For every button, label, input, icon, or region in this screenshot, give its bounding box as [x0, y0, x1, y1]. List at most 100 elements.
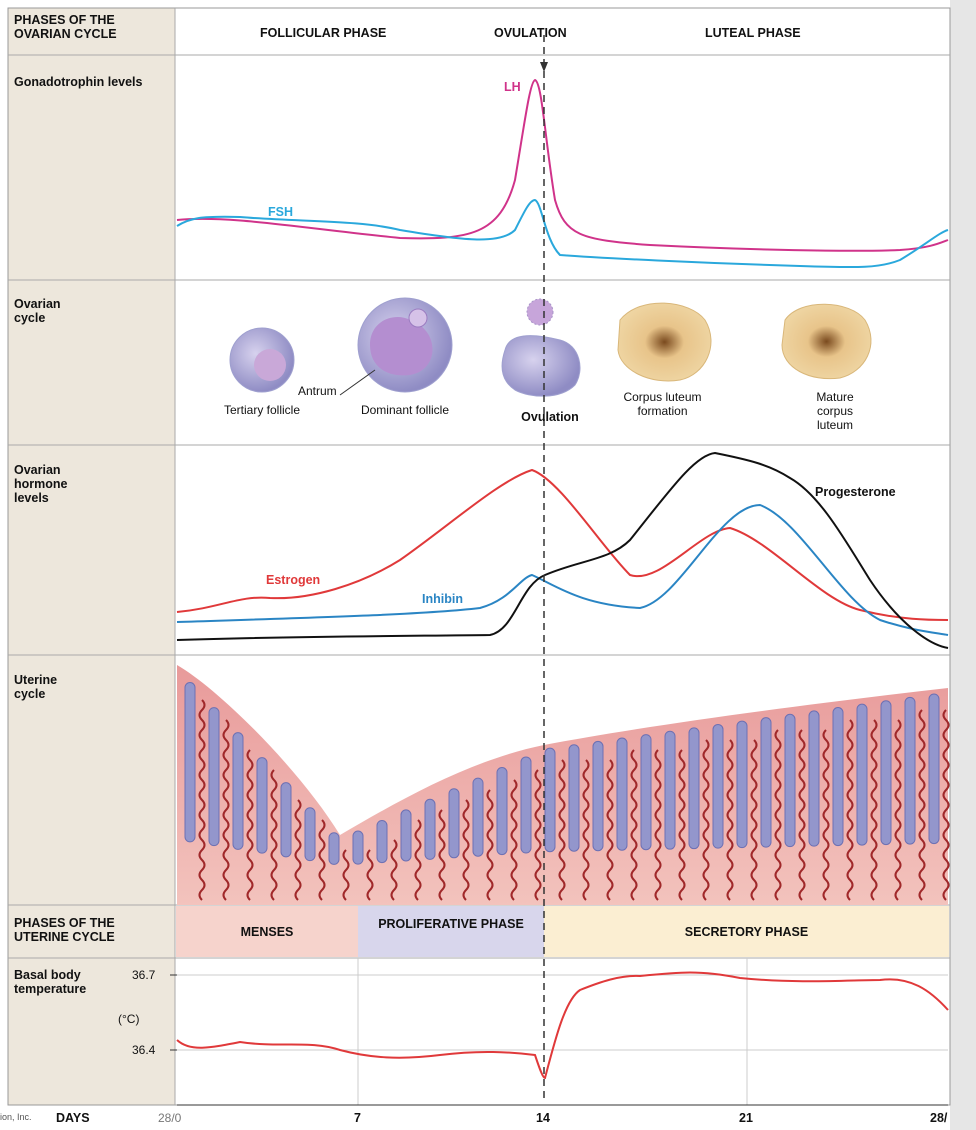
corpus-luteum-forming [617, 302, 712, 382]
progesterone-curve [176, 451, 949, 649]
spiral-artery [366, 849, 374, 901]
days-label: DAYS [56, 1111, 90, 1125]
secretory-band [544, 906, 949, 957]
spiral-artery [822, 729, 830, 901]
stage-label: Mature corpus luteum [816, 390, 854, 432]
gland [208, 707, 220, 847]
label-column [8, 8, 175, 1105]
spiral-artery [870, 719, 878, 901]
lh-curve [176, 78, 949, 252]
spiral-artery [942, 709, 950, 901]
gland [448, 788, 460, 859]
spiral-artery [774, 729, 782, 901]
row-label: Uterine cycle [14, 673, 58, 701]
proliferative-band [358, 906, 544, 957]
gland [760, 717, 772, 848]
uterine-phase: MENSES [240, 925, 294, 939]
stage-label: Ovulation [521, 410, 579, 424]
spiral-artery [510, 779, 518, 901]
spiral-artery [534, 769, 542, 901]
header-luteal: LUTEAL PHASE [705, 26, 801, 40]
spiral-artery [414, 819, 422, 901]
gland [736, 720, 748, 849]
bbt-grid [176, 958, 948, 1105]
gland [640, 734, 652, 851]
spiral-artery [318, 819, 326, 901]
curve-label: Inhibin [422, 592, 463, 606]
spiral-artery [894, 719, 902, 901]
gland [400, 809, 412, 862]
antrum-pointer [339, 369, 376, 396]
stage-label: Tertiary follicle [223, 403, 301, 417]
menses-band [176, 906, 358, 957]
gland [304, 807, 316, 862]
gland [568, 744, 580, 852]
header-left: PHASES OF THE OVARIAN CYCLE [14, 13, 117, 41]
gland [592, 740, 604, 852]
spiral-artery [486, 789, 494, 901]
unit: (°C) [118, 1012, 140, 1026]
curve-label: Estrogen [266, 573, 321, 587]
gland [328, 832, 340, 865]
antrum-small [254, 349, 286, 381]
spiral-artery [222, 719, 230, 901]
spiral-artery [606, 759, 614, 901]
uterine-phase: SECRETORY PHASE [684, 925, 809, 939]
spiral-artery [558, 759, 566, 901]
spiral-artery [750, 739, 758, 901]
credit: ion, Inc. [0, 1112, 32, 1122]
spiral-artery [918, 709, 926, 901]
gland [496, 767, 508, 856]
gland [472, 777, 484, 857]
spiral-artery [702, 739, 710, 901]
mature-corpus-luteum [781, 303, 872, 380]
gland [880, 700, 892, 846]
stage-label: Corpus luteum formation [623, 390, 702, 418]
gland [928, 693, 940, 845]
antrum [370, 317, 433, 376]
row-label: Ovarian hormone levels [14, 463, 68, 505]
gland [256, 757, 268, 854]
spiral-artery [198, 699, 206, 901]
gland [808, 710, 820, 847]
gland [784, 713, 796, 848]
gland [232, 732, 244, 850]
gland [544, 747, 556, 853]
estrogen-curve [176, 468, 949, 621]
fsh-curve [176, 198, 949, 269]
ruptured-follicle [501, 335, 581, 397]
header-ovulation: OVULATION [494, 26, 567, 40]
spiral-artery [582, 759, 590, 901]
bbt-tick: 36.4 [132, 1043, 156, 1057]
glands [184, 682, 950, 901]
uterine-phase: PROLIFERATIVE PHASE [378, 917, 524, 931]
ovulation-arrow [540, 62, 548, 72]
spiral-artery [630, 749, 638, 901]
spiral-artery [342, 849, 350, 901]
header-follicular: FOLLICULAR PHASE [260, 26, 387, 40]
spiral-artery [438, 809, 446, 901]
side-strip [950, 0, 976, 1130]
day-tick: 21 [739, 1111, 753, 1125]
spiral-artery [726, 739, 734, 901]
gland [688, 727, 700, 850]
inhibin-curve [176, 503, 949, 636]
gland [712, 723, 724, 849]
released-oocyte [526, 298, 554, 326]
gland [904, 696, 916, 845]
spiral-artery [678, 749, 686, 901]
spiral-artery [390, 839, 398, 901]
gland [664, 730, 676, 850]
bbt-tick: 36.7 [132, 968, 156, 982]
gland [352, 830, 364, 865]
spiral-artery [462, 799, 470, 901]
gland [856, 703, 868, 846]
spiral-artery [270, 769, 278, 901]
day-tick: 14 [536, 1111, 550, 1125]
row-label: Basal body temperature [14, 968, 87, 996]
day-tick: 28/0 [158, 1111, 182, 1125]
spiral-artery [846, 719, 854, 901]
day-tick: 28/ [930, 1111, 948, 1125]
